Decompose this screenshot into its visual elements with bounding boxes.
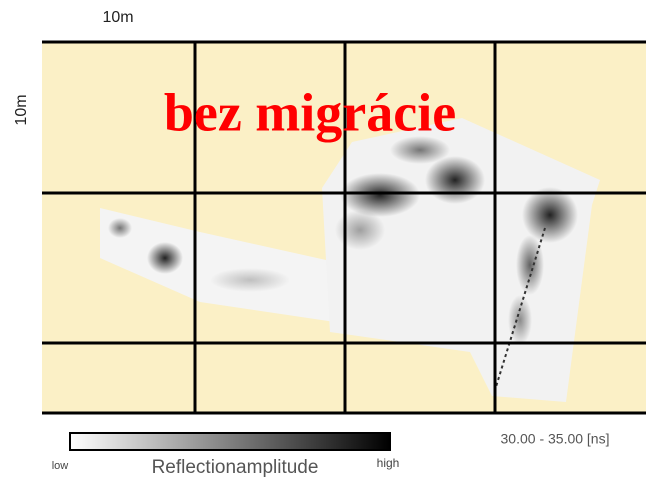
scale-x: 10m <box>102 9 133 26</box>
survey-strip <box>100 208 335 322</box>
profile-line <box>494 227 546 391</box>
radar-texture <box>108 136 578 345</box>
scale-y: 10m <box>13 94 30 125</box>
time-window: 30.00 - 35.00 [ns] <box>501 431 610 447</box>
legend-high: high <box>377 456 400 470</box>
legend-low: low <box>52 460 69 472</box>
grid <box>42 40 646 415</box>
colorbar <box>69 432 391 451</box>
title: bez migrácie <box>164 82 456 142</box>
legend-label: Reflectionamplitude <box>152 457 319 478</box>
